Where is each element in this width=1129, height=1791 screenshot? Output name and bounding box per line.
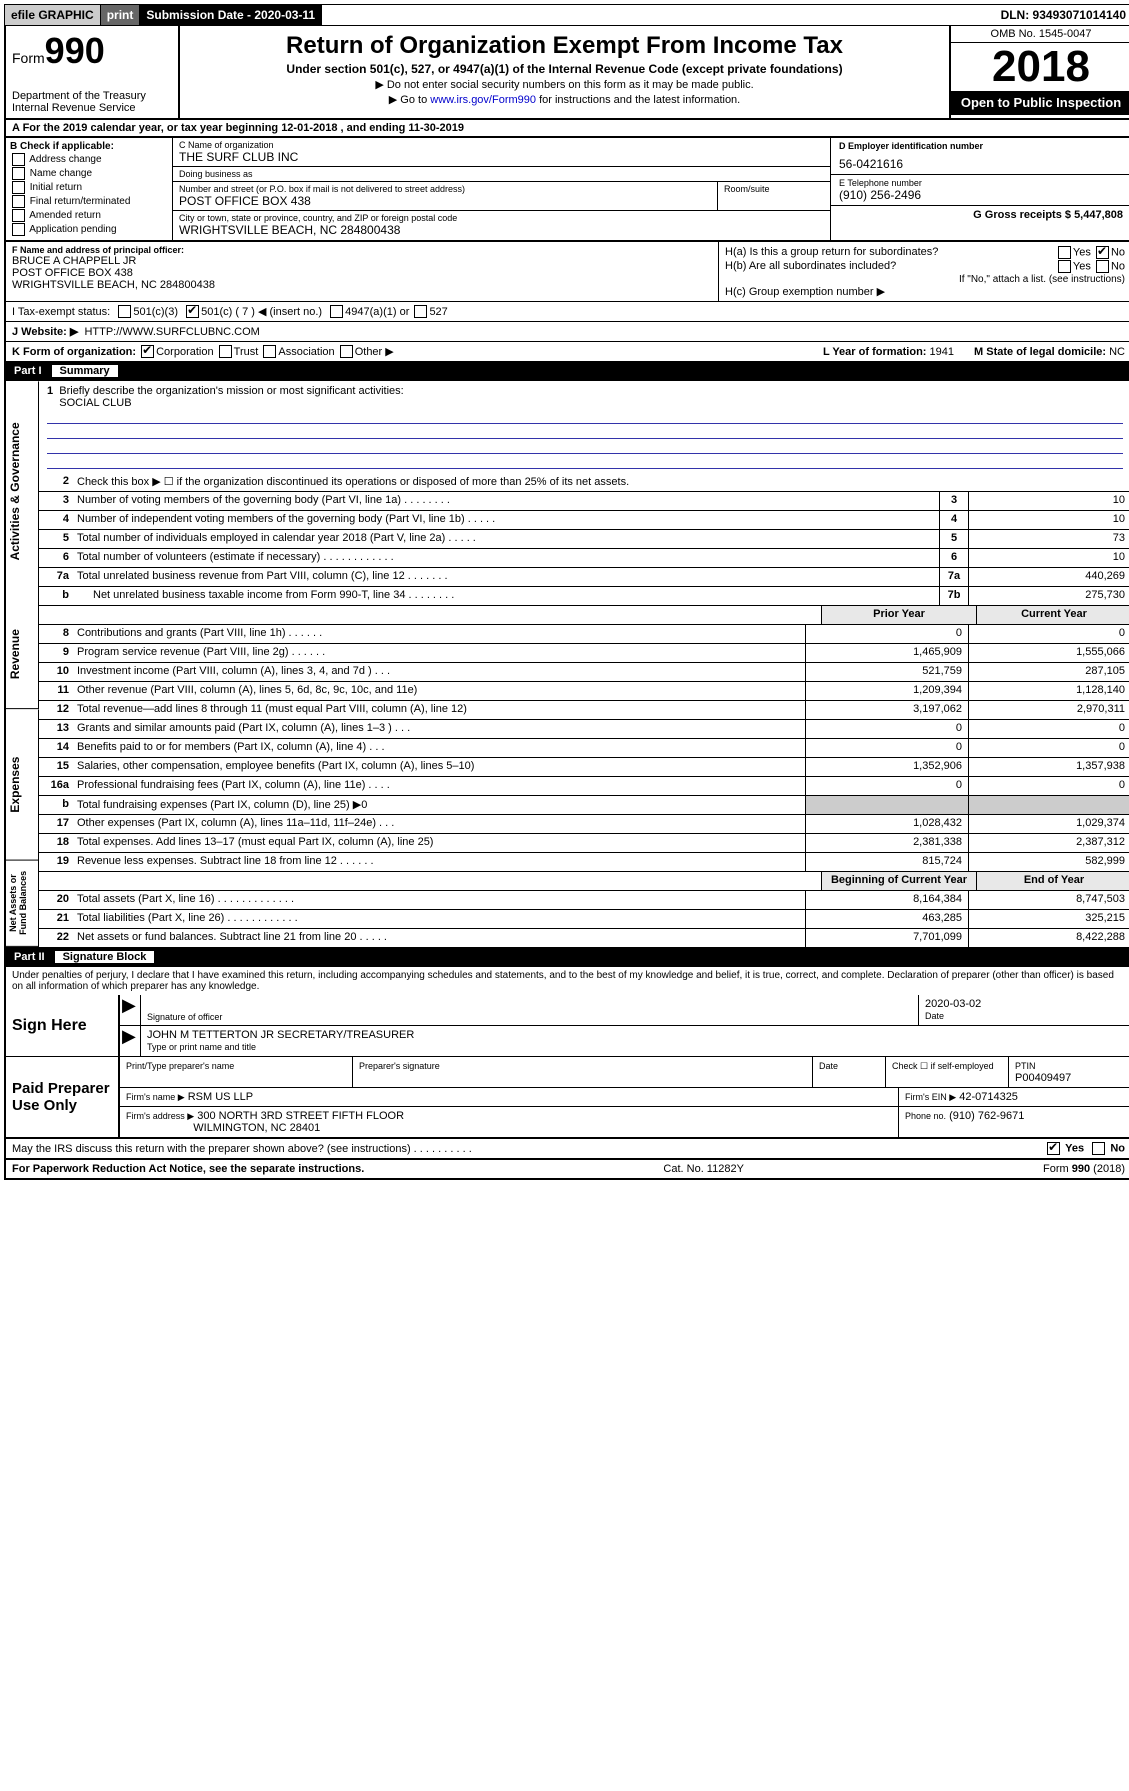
summary-section: Activities & Governance Revenue Expenses… [4,381,1129,949]
vlabel-revenue: Revenue [6,601,39,709]
form-header: Form990 Department of the Treasury Inter… [4,26,1129,120]
mission-text: SOCIAL CLUB [59,397,131,409]
section-d: D Employer identification number 56-0421… [830,138,1129,240]
vlabel-netassets: Net Assets or Fund Balances [6,860,39,947]
section-b: B Check if applicable: Address change Na… [6,138,173,240]
header-block-bcd: B Check if applicable: Address change Na… [4,138,1129,240]
line3-value: 10 [968,492,1129,510]
tax-exempt-status: I Tax-exempt status: 501(c)(3) 501(c) ( … [4,302,1129,322]
firm-phone: (910) 762-9671 [949,1110,1024,1122]
officer-name: BRUCE A CHAPPELL JR [12,255,712,267]
dln-label: DLN: 93493071014140 [995,5,1129,25]
ein: 56-0421616 [839,157,1123,171]
street-address: POST OFFICE BOX 438 [179,194,711,208]
submission-date: Submission Date - 2020-03-11 [140,5,322,25]
firm-name: RSM US LLP [188,1091,253,1103]
sign-date: 2020-03-02 [925,998,981,1010]
omb-number: OMB No. 1545-0047 [951,26,1129,43]
form-subtitle: Under section 501(c), 527, or 4947(a)(1)… [186,62,943,76]
officer-signed-name: JOHN M TETTERTON JR SECRETARY/TREASURER [147,1029,414,1041]
sign-here-label: Sign Here [6,995,120,1056]
irs-label: Internal Revenue Service [12,102,172,114]
ptin: P00409497 [1015,1072,1071,1084]
line-a: A For the 2019 calendar year, or tax yea… [4,120,1129,138]
top-bar: efile GRAPHIC print Submission Date - 20… [4,4,1129,26]
website-url[interactable]: HTTP://WWW.SURFCLUBNC.COM [84,326,259,338]
paid-preparer-label: Paid Preparer Use Only [6,1057,120,1137]
tax-year: 2018 [951,43,1129,91]
arrow-icon: ▶ [120,995,141,1025]
telephone: (910) 256-2496 [839,188,1123,202]
section-f: F Name and address of principal officer:… [6,242,719,301]
open-public-badge: Open to Public Inspection [951,91,1129,115]
state-domicile: NC [1109,346,1125,358]
section-h: H(a) Is this a group return for subordin… [719,242,1129,301]
penalties-text: Under penalties of perjury, I declare th… [4,967,1129,995]
year-formation: 1941 [930,346,954,358]
page-footer: For Paperwork Reduction Act Notice, see … [4,1160,1129,1180]
section-klm: K Form of organization: Corporation Trus… [4,342,1129,363]
form-number: Form990 [12,30,172,72]
mission-block: 1 Briefly describe the organization's mi… [39,381,1129,473]
cat-no: Cat. No. 11282Y [663,1163,744,1175]
org-name: THE SURF CLUB INC [179,150,824,164]
block-fh: F Name and address of principal officer:… [4,240,1129,302]
website-line: J Website: ▶ HTTP://WWW.SURFCLUBNC.COM [4,322,1129,342]
signature-block: Sign Here ▶ Signature of officer 2020-03… [4,995,1129,1139]
goto-link[interactable]: ▶ Go to www.irs.gov/Form990 for instruct… [186,93,943,106]
gross-receipts: 5,447,808 [1074,209,1123,221]
city-state-zip: WRIGHTSVILLE BEACH, NC 284800438 [179,223,824,237]
part1-header: Part I Summary [4,363,1129,381]
firm-address: 300 NORTH 3RD STREET FIFTH FLOOR [197,1110,404,1122]
section-c: C Name of organization THE SURF CLUB INC… [173,138,830,240]
vlabel-governance: Activities & Governance [6,381,39,601]
efile-label: efile GRAPHIC [5,5,101,25]
form-ref: Form 990 (2018) [1043,1163,1125,1175]
form-title: Return of Organization Exempt From Incom… [186,32,943,60]
dept-label: Department of the Treasury [12,90,172,102]
vlabel-expenses: Expenses [6,710,39,861]
discuss-line: May the IRS discuss this return with the… [4,1139,1129,1160]
part2-header: Part II Signature Block [4,949,1129,967]
print-button[interactable]: print [101,5,141,25]
firm-ein: 42-0714325 [959,1091,1018,1103]
ssn-note: ▶ Do not enter social security numbers o… [186,78,943,91]
